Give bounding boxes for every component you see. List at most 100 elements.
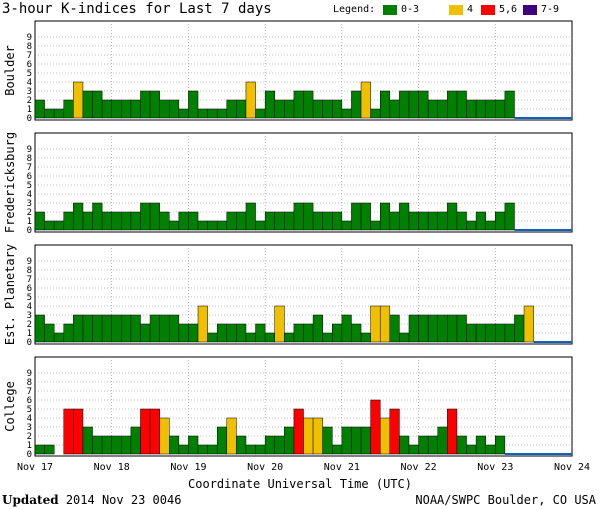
- bar-college: [274, 435, 285, 455]
- bar-est-planetary: [207, 332, 218, 343]
- bar-college: [178, 444, 189, 455]
- bar-college: [447, 408, 458, 455]
- bar-fredericksburg: [197, 220, 208, 231]
- bar-fredericksburg: [264, 211, 275, 231]
- panel-frame-boulder: [34, 20, 573, 121]
- bar-fredericksburg: [485, 220, 496, 231]
- y-tick-label: 7: [27, 51, 32, 61]
- bar-college: [207, 444, 218, 455]
- bar-boulder: [293, 90, 304, 119]
- bar-est-planetary: [370, 305, 381, 343]
- y-tick-label: 4: [27, 302, 32, 312]
- bar-fredericksburg: [216, 220, 228, 231]
- y-tick-label: 3: [27, 87, 32, 97]
- bar-est-planetary: [399, 332, 410, 343]
- bar-est-planetary: [197, 305, 208, 343]
- bar-boulder: [236, 99, 247, 119]
- bar-boulder: [351, 90, 362, 119]
- bar-fredericksburg: [312, 211, 323, 231]
- y-tick-label: 5: [27, 69, 32, 79]
- bar-fredericksburg: [236, 211, 247, 231]
- x-tick-label: Nov 22: [401, 462, 437, 473]
- bar-fredericksburg: [456, 211, 467, 231]
- y-tick-label: 0: [27, 114, 32, 124]
- bar-est-planetary: [188, 323, 199, 343]
- bar-fredericksburg: [188, 211, 199, 231]
- bar-est-planetary: [456, 314, 467, 343]
- y-tick-label: 7: [27, 163, 32, 173]
- x-tick-label: Nov 23: [477, 462, 513, 473]
- bar-est-planetary: [53, 332, 65, 343]
- y-tick-label: 6: [27, 396, 32, 406]
- updated-value: 2014 Nov 23 0046: [65, 493, 182, 507]
- chart-title: 3-hour K-indices for Last 7 days: [2, 1, 272, 17]
- bar-est-planetary: [101, 314, 112, 343]
- bar-fredericksburg: [255, 220, 266, 231]
- x-tick-label: Nov 18: [94, 462, 130, 473]
- bar-est-planetary: [121, 314, 132, 343]
- bar-boulder: [370, 108, 381, 119]
- y-tick-label: 0: [27, 226, 32, 236]
- y-tick-label: 1: [27, 441, 32, 451]
- bar-fredericksburg: [82, 211, 93, 231]
- bar-est-planetary: [523, 305, 534, 343]
- bar-boulder: [216, 108, 228, 119]
- y-tick-label: 4: [27, 78, 32, 88]
- x-axis-label: Coordinate Universal Time (UTC): [188, 477, 412, 491]
- bar-est-planetary: [130, 314, 141, 343]
- bar-college: [197, 444, 208, 455]
- y-tick-label: 0: [27, 338, 32, 348]
- bar-boulder: [178, 108, 189, 119]
- k-index-chart: 0123456789Boulder0123456789Fredericksbur…: [3, 20, 590, 473]
- x-tick-label: Nov 17: [17, 462, 53, 473]
- bar-college: [92, 435, 103, 455]
- legend-item-7-9: 7-9: [541, 4, 560, 15]
- bar-boulder: [44, 108, 55, 119]
- y-tick-label: 8: [27, 42, 32, 52]
- bar-boulder: [456, 90, 467, 119]
- bar-est-planetary: [111, 314, 122, 343]
- bar-est-planetary: [293, 323, 304, 343]
- bar-college: [34, 444, 45, 455]
- bar-college: [389, 408, 400, 455]
- bar-fredericksburg: [92, 202, 103, 231]
- bar-college: [456, 435, 467, 455]
- bar-boulder: [53, 108, 65, 119]
- bar-fredericksburg: [111, 211, 122, 231]
- y-tick-label: 7: [27, 275, 32, 285]
- x-tick-label: Nov 24: [554, 462, 590, 473]
- bar-boulder: [341, 108, 352, 119]
- bar-fredericksburg: [475, 211, 486, 231]
- bar-fredericksburg: [284, 211, 295, 231]
- bar-fredericksburg: [370, 220, 381, 231]
- bar-boulder: [322, 99, 333, 119]
- bar-est-planetary: [178, 323, 189, 343]
- legend-item-0-3: 0-3: [401, 4, 420, 15]
- bar-est-planetary: [92, 314, 103, 343]
- bar-est-planetary: [63, 323, 74, 343]
- panel-frame-est-planetary: [34, 244, 573, 345]
- bar-est-planetary: [475, 323, 486, 343]
- bar-boulder: [418, 90, 429, 119]
- bar-est-planetary: [226, 323, 237, 343]
- bar-college: [245, 444, 256, 455]
- bar-fredericksburg: [303, 202, 314, 231]
- bar-boulder: [495, 99, 506, 119]
- y-tick-label: 5: [27, 293, 32, 303]
- bar-boulder: [169, 99, 180, 119]
- legend-item-4: 4: [467, 4, 474, 15]
- bar-fredericksburg: [332, 211, 343, 231]
- y-tick-label: 3: [27, 423, 32, 433]
- bar-college: [312, 417, 323, 455]
- bar-college: [149, 408, 160, 455]
- x-tick-label: Nov 21: [324, 462, 360, 473]
- legend-swatch-0-3: [383, 5, 397, 15]
- bar-fredericksburg: [351, 202, 362, 231]
- x-tick-label: Nov 20: [247, 462, 283, 473]
- bar-fredericksburg: [121, 211, 132, 231]
- bar-boulder: [360, 81, 371, 119]
- bar-boulder: [389, 99, 400, 119]
- bar-est-planetary: [284, 332, 295, 343]
- bar-boulder: [284, 99, 295, 119]
- bar-fredericksburg: [101, 211, 112, 231]
